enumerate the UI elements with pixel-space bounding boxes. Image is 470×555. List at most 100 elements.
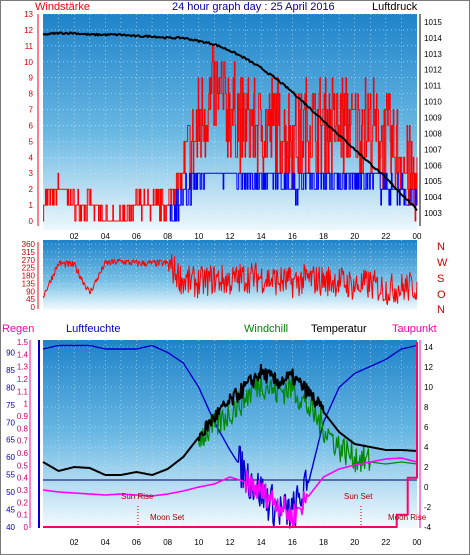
- pressure-tick-label: 1004: [424, 193, 442, 202]
- rain-tick-label: 0.6: [17, 449, 29, 458]
- compass-label: S: [437, 273, 444, 285]
- dewpoint-line: [42, 457, 418, 528]
- humidity-tick-label: 75: [6, 401, 15, 410]
- time-tick-label: 10: [194, 232, 203, 241]
- humidity-tick-label: 55: [6, 471, 15, 480]
- humidity-tick-label: 50: [6, 488, 15, 497]
- rain-tick-label: 0.8: [17, 424, 29, 433]
- wind-tick-label: 13: [24, 10, 33, 19]
- rain-tick-label: 1.3: [17, 363, 29, 372]
- time-tick-label: 02: [70, 232, 79, 241]
- time-tick-label: 04: [101, 538, 110, 547]
- dewpoint-tick-label: 0: [424, 483, 429, 492]
- humidity-tick-labels: 40 45 50 55 60 65 70 75 80 85 90: [6, 348, 15, 532]
- wind-base-line: [168, 172, 418, 222]
- wind-tick-label: 6: [29, 121, 34, 130]
- dewpoint-tick-label: 12: [424, 363, 433, 372]
- time-tick-label: 12: [226, 538, 235, 547]
- pressure-tick-label: 1014: [424, 34, 442, 43]
- pressure-tick-label: 1012: [424, 66, 442, 75]
- rain-tick-label: 1: [24, 400, 29, 409]
- time-tick-label: 00: [413, 232, 422, 241]
- wind-tick-label: 7: [29, 106, 34, 115]
- humidity-tick-label: 70: [6, 418, 15, 427]
- top-series: [42, 31, 418, 222]
- dewpoint-tick-label: 6: [424, 423, 429, 432]
- pressure-tick-labels: 1003 1004 1005 1006 1007 1008 1009 1010 1011 1012…: [424, 18, 442, 218]
- humidity-tick-label: 90: [6, 348, 15, 357]
- humidity-tick-label: 80: [6, 383, 15, 392]
- time-tick-label: 02: [70, 538, 79, 547]
- pressure-tick-label: 1009: [424, 114, 442, 123]
- pressure-tick-label: 1003: [424, 209, 442, 218]
- direction-tick-label: 315: [22, 248, 36, 257]
- direction-plot-area: [43, 240, 417, 310]
- humidity-tick-label: 45: [6, 506, 15, 515]
- top-time-tick-labels: 02 04 06 08 10 12 14 16 18 20 22 00: [70, 232, 422, 241]
- wind-tick-label: 3: [29, 169, 34, 178]
- rain-axis-title: Regen: [2, 323, 34, 335]
- time-tick-label: 00: [413, 538, 422, 547]
- wind-tick-label: 0: [29, 217, 34, 226]
- wind-tick-label: 4: [29, 153, 34, 162]
- bottom-series: [42, 342, 418, 529]
- direction-tick-label: 360: [22, 240, 36, 249]
- rain-tick-label: 1.2: [17, 375, 29, 384]
- direction-tick-label: 135: [22, 279, 36, 288]
- direction-tick-label: 0: [31, 303, 36, 312]
- compass-label: N: [437, 241, 445, 253]
- wind-speed-line: [43, 45, 418, 222]
- dewpoint-tick-label: 10: [424, 383, 433, 392]
- rain-tick-label: 1.5: [17, 338, 29, 347]
- rain-tick-label: 0: [24, 523, 29, 532]
- direction-tick-label: 90: [26, 287, 35, 296]
- time-tick-label: 14: [257, 232, 266, 241]
- moon-set-label: Moon Set: [150, 513, 185, 522]
- rain-tick-label: 1.4: [17, 350, 29, 359]
- pressure-tick-label: 1008: [424, 129, 442, 138]
- pressure-tick-label: 1005: [424, 177, 442, 186]
- compass-label: W: [437, 257, 448, 269]
- rain-tick-label: 0.1: [17, 511, 29, 520]
- time-tick-label: 18: [319, 538, 328, 547]
- compass-label: N: [437, 304, 445, 316]
- rain-tick-label: 0.2: [17, 498, 29, 507]
- direction-series: [42, 253, 418, 306]
- compass-labels: N W S O N: [437, 241, 448, 316]
- wind-tick-label: 2: [29, 185, 34, 194]
- time-tick-label: 18: [319, 232, 328, 241]
- time-tick-label: 08: [163, 232, 172, 241]
- pressure-axis-title: Luftdruck: [372, 1, 418, 13]
- rain-tick-label: 1.1: [17, 387, 29, 396]
- humidity-axis-title: Luftfeuchte: [66, 323, 120, 335]
- rain-tick-labels: 0 0.1 0.2 0.3 0.4 0.5 0.6 0.7 0.8 0.9 1 1.1 1.2 1.3 1.…: [17, 338, 29, 532]
- time-tick-label: 08: [163, 538, 172, 547]
- time-tick-label: 22: [381, 538, 390, 547]
- direction-tick-label: 270: [22, 256, 36, 265]
- pressure-line: [42, 31, 418, 212]
- direction-tick-label: 225: [22, 264, 36, 273]
- time-tick-label: 06: [132, 538, 141, 547]
- rain-tick-label: 0.4: [17, 474, 29, 483]
- pressure-tick-label: 1011: [424, 82, 442, 91]
- pressure-tick-label: 1007: [424, 145, 442, 154]
- dewpoint-tick-label: -2: [424, 503, 432, 512]
- rain-tick-label: 0.5: [17, 461, 29, 470]
- time-tick-label: 16: [288, 538, 297, 547]
- dewpoint-axis-title: Taupunkt: [392, 323, 437, 335]
- time-tick-label: 20: [350, 232, 359, 241]
- temperature-legend: Temperatur: [311, 323, 367, 335]
- wind-tick-label: 10: [24, 58, 33, 67]
- humidity-tick-label: 40: [6, 523, 15, 532]
- humidity-tick-label: 60: [6, 453, 15, 462]
- dewpoint-tick-labels: -4 -2 0 2 4 6 8 10 12 14: [424, 343, 433, 532]
- wind-tick-label: 5: [29, 137, 34, 146]
- direction-tick-label: 180: [22, 272, 36, 281]
- wind-tick-label: 1: [29, 201, 34, 210]
- pressure-tick-label: 1013: [424, 50, 442, 59]
- wind-axis-title: Windstärke: [35, 1, 90, 13]
- pressure-tick-label: 1006: [424, 161, 442, 170]
